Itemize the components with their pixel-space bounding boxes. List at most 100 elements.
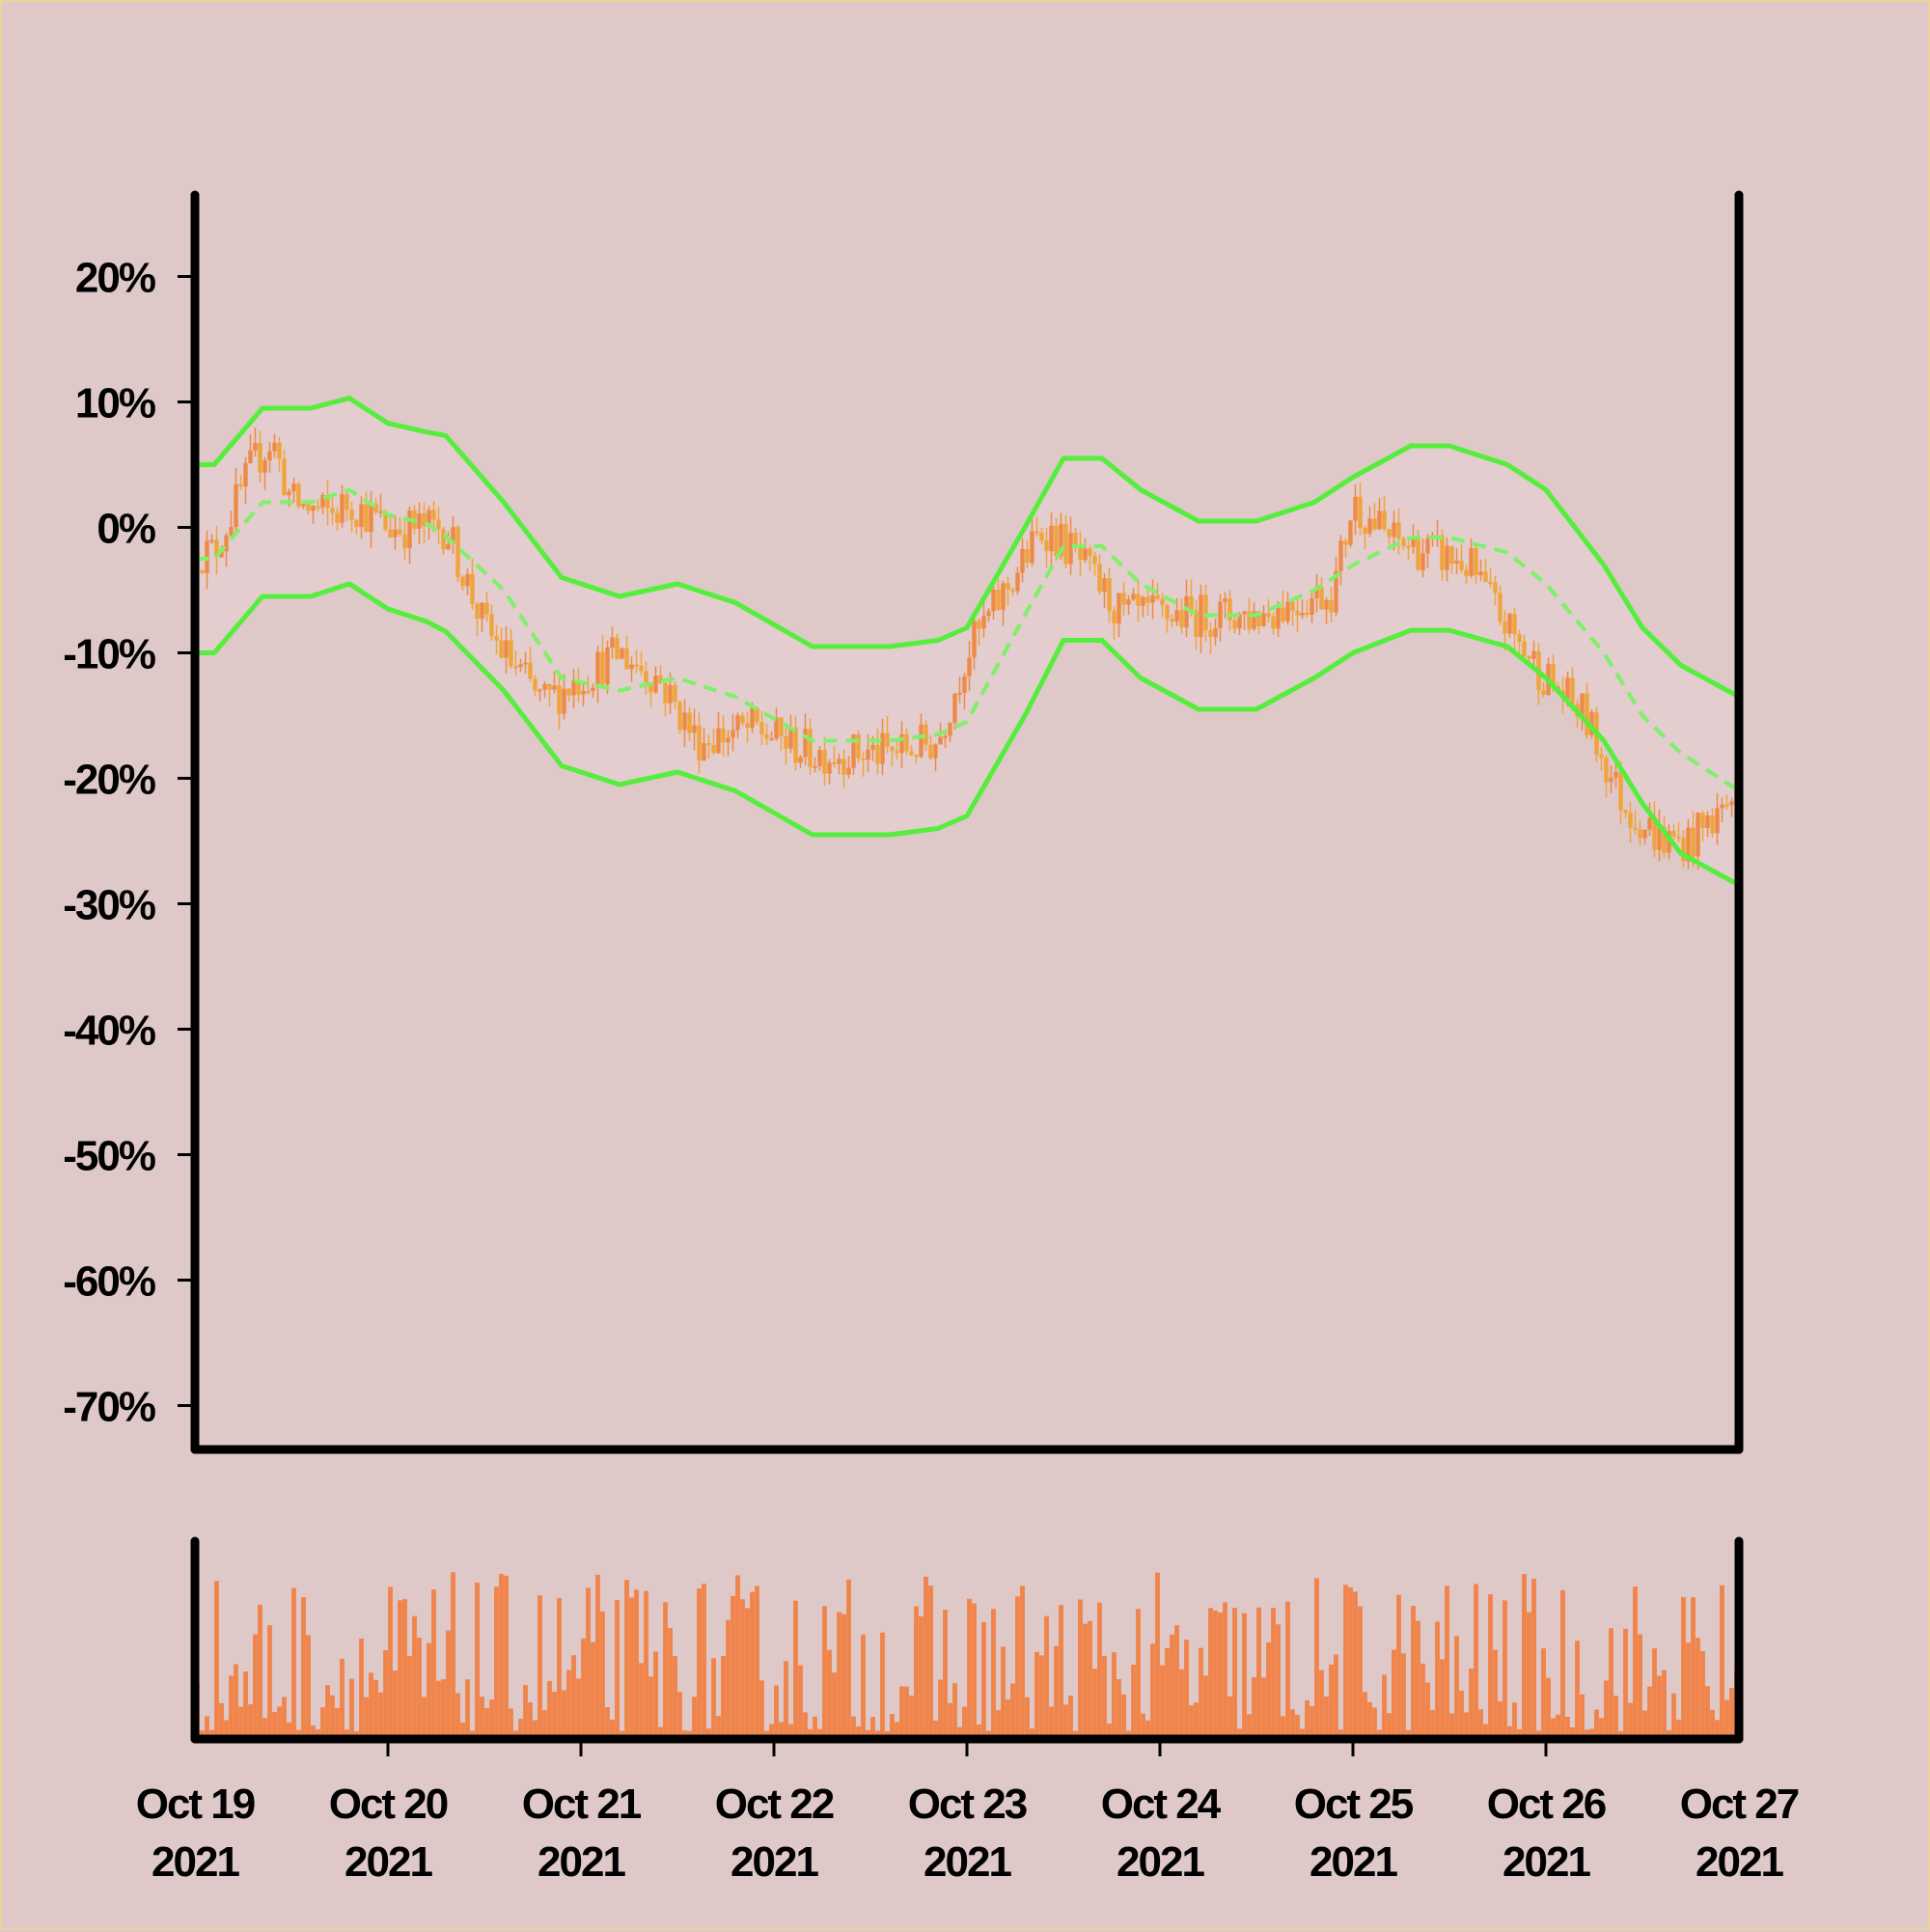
volume-bar (1363, 1692, 1367, 1739)
candle (455, 524, 460, 583)
volume-bar (1208, 1608, 1213, 1739)
volume-bar (412, 1615, 417, 1739)
candle-body (455, 527, 460, 577)
volume-bar (1310, 1706, 1314, 1739)
volume-bar (407, 1655, 412, 1739)
candle (200, 569, 205, 574)
volume-bar (1372, 1707, 1377, 1739)
candle-body (258, 442, 262, 473)
volume-bar (1203, 1675, 1208, 1739)
candle-body (562, 688, 566, 714)
candle (1531, 640, 1536, 670)
candle-body (1227, 598, 1232, 621)
candle-body (687, 712, 692, 733)
y-tick-label: -10% (63, 631, 155, 678)
candle-body (306, 504, 311, 511)
candle-body (1729, 801, 1734, 806)
candle-body (1638, 829, 1642, 839)
candle (1261, 605, 1266, 627)
volume-bar (272, 1712, 277, 1739)
volume-bar (533, 1720, 538, 1739)
candle-body (1179, 610, 1184, 628)
candle (731, 713, 735, 752)
candle (272, 433, 277, 458)
volume-bar (943, 1609, 948, 1739)
volume-bar (663, 1602, 668, 1739)
candle (253, 427, 258, 457)
candle-body (1459, 561, 1464, 570)
candle-body (856, 734, 861, 759)
volume-bar (899, 1686, 904, 1739)
candle-body (1030, 531, 1034, 564)
candle (1483, 559, 1488, 583)
candle (702, 727, 706, 761)
candle-body (1001, 583, 1006, 610)
candle (566, 687, 571, 703)
candle-body (967, 657, 972, 676)
candle (504, 625, 509, 674)
candle-body (1160, 598, 1165, 605)
candle (1088, 544, 1092, 571)
candle (977, 618, 981, 647)
candle (924, 720, 928, 752)
volume-bar (702, 1584, 706, 1739)
volume-bar (1657, 1675, 1662, 1739)
candle-body (1551, 663, 1556, 686)
candle-body (1266, 613, 1271, 617)
candle (779, 716, 784, 752)
volume-bar (1623, 1628, 1628, 1739)
candle-body (1310, 597, 1314, 616)
candle (639, 651, 644, 676)
x-tick-label-year: 2021 (538, 1838, 625, 1886)
candle-body (914, 755, 919, 758)
candle (1131, 588, 1136, 602)
y-tick-label: -70% (63, 1384, 155, 1431)
candle (764, 723, 769, 746)
candle (1121, 582, 1126, 616)
candle (1445, 537, 1449, 582)
candle (620, 647, 624, 659)
volume-bar (301, 1597, 306, 1739)
candle (1348, 519, 1353, 548)
candle (1136, 579, 1141, 622)
candle (475, 601, 480, 637)
volume-bar (948, 1702, 952, 1739)
candle-body (837, 759, 841, 764)
volume-bar (817, 1728, 822, 1739)
x-tick-label-year: 2021 (345, 1838, 432, 1886)
x-tick-label-year: 2021 (1696, 1838, 1783, 1886)
candle (986, 608, 991, 622)
candle (1671, 824, 1676, 840)
candle (1020, 538, 1025, 583)
candle (1700, 811, 1705, 842)
candle (1705, 811, 1710, 838)
volume-bar (991, 1609, 996, 1739)
candle-body (1710, 815, 1715, 834)
volume-bar (1696, 1638, 1700, 1739)
volume-bar (1343, 1585, 1348, 1739)
candle (1628, 802, 1633, 843)
candle-body (1440, 535, 1445, 570)
candle-body (1522, 641, 1527, 657)
candle-body (402, 534, 407, 549)
candle (1541, 682, 1546, 698)
x-tick-label-year: 2021 (1310, 1838, 1397, 1886)
volume-bar (1295, 1714, 1300, 1739)
candle (615, 633, 620, 660)
volume-bar (634, 1589, 639, 1739)
candle (1305, 599, 1310, 618)
candle (378, 493, 383, 518)
candle-body (436, 519, 441, 530)
volume-bar (1638, 1634, 1642, 1739)
candle-body (841, 759, 846, 775)
candle-body (1541, 690, 1546, 695)
volume-bar (1242, 1613, 1247, 1739)
volume-bar (475, 1582, 480, 1739)
volume-bar (1522, 1574, 1527, 1739)
candle-body (1469, 548, 1474, 576)
volume-bar (658, 1726, 663, 1739)
volume-bar (1642, 1710, 1647, 1739)
candle-body (1425, 538, 1430, 554)
candle (1324, 596, 1329, 624)
candle-body (866, 749, 870, 759)
